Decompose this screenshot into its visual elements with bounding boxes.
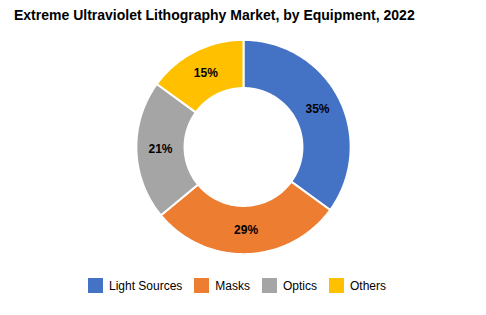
html-text:Optics: Optics	[283, 278, 317, 293]
html-text:Light Sources: Light Sources	[109, 278, 183, 293]
html-text:Masks: Masks	[215, 278, 250, 293]
svg-text:15%: 15%	[194, 66, 218, 80]
html-text:Others: Others	[350, 278, 386, 293]
html-text:Extreme Ultraviolet Lithograph: Extreme Ultraviolet Lithography Market, …	[14, 7, 415, 23]
svg-text:35%: 35%	[305, 102, 329, 116]
svg-text:21%: 21%	[148, 142, 172, 156]
svg-text:29%: 29%	[234, 223, 258, 237]
